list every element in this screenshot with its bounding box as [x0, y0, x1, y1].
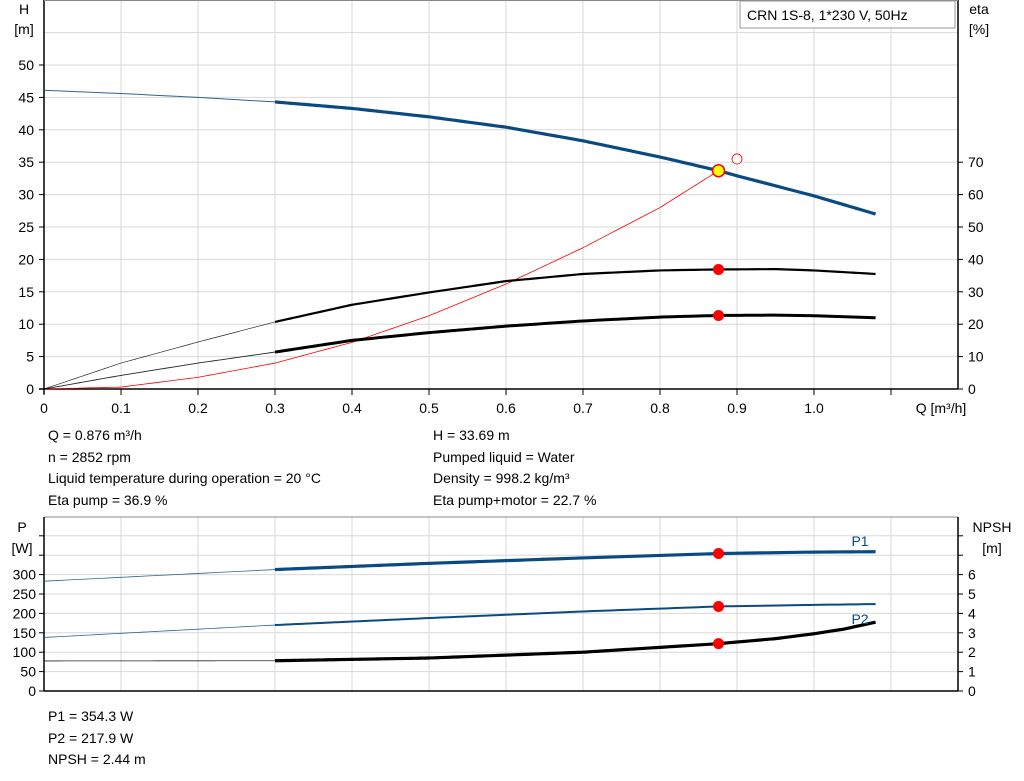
y-axis-unit-left: [W]: [12, 540, 33, 556]
x-tick-label: 0.1: [111, 400, 131, 416]
y-tick-label-left: 35: [18, 154, 34, 170]
x-tick-label: 0.4: [342, 400, 362, 416]
y-tick-label-right: 4: [968, 605, 976, 621]
y-axis-label-left: H: [19, 1, 29, 17]
y-tick-label-left: 200: [13, 605, 37, 621]
info-q: Q = 0.876 m³/h: [48, 427, 142, 443]
head-efficiency-chart: 0 5 10 15 20 25 30 35 40 45 50 0 10 20 30 40 50 60 70 0 0.1 0…: [14, 0, 989, 416]
info-liquid: Pumped liquid = Water: [433, 448, 575, 465]
marker-eta-pump: [713, 263, 725, 275]
curve-eta_pump_motor-extrapolated: [43, 351, 276, 390]
y-tick-label-left: 50: [18, 57, 34, 73]
y-tick-label-left: 0: [28, 683, 36, 699]
x-tick-label: 0.6: [496, 400, 516, 416]
x-tick-label: 0.3: [265, 400, 285, 416]
y-tick-label-left: 45: [18, 89, 34, 105]
y-tick-label-right: 0: [968, 683, 976, 699]
x-tick-label: 0.8: [650, 400, 670, 416]
x-tick-label: 0.5: [419, 400, 439, 416]
y-tick-label-right: 50: [968, 219, 984, 235]
marker-eta-pump-motor: [713, 309, 725, 321]
info-eta-pump-motor: Eta pump+motor = 22.7 %: [433, 492, 597, 509]
info-top-right: H = 33.69 m Pumped liquid = Water Densit…: [433, 425, 596, 512]
info-bottom: P1 = 354.3 W P2 = 217.9 W NPSH = 2.44 m: [48, 706, 146, 771]
marker-p2: [713, 600, 725, 612]
y-tick-label-right: 6: [968, 567, 976, 583]
curve-P2-extrapolated: [43, 624, 276, 638]
series-label-p1: P1: [851, 533, 868, 549]
curve-H: [274, 100, 877, 216]
curve-eta_pump_motor: [274, 313, 876, 354]
curve-eta_pump-extrapolated: [43, 321, 276, 390]
y-tick-label-left: 50: [20, 664, 36, 680]
marker-npsh: [713, 638, 725, 650]
x-tick-label: 1.0: [804, 400, 824, 416]
legend-box: CRN 1S-8, 1*230 V, 50Hz: [739, 0, 956, 29]
y-tick-label-right: 2: [968, 644, 976, 660]
y-tick-label-left: 5: [26, 349, 34, 365]
x-tick-label: 0: [40, 400, 48, 416]
curve-H-extrapolated: [43, 89, 276, 103]
y-tick-label-left: 0: [26, 381, 34, 397]
y-tick-label-left: 250: [13, 586, 37, 602]
info-eta-pump: Eta pump = 36.9 %: [48, 492, 168, 509]
power-npsh-chart: 0 50 100 150 200 250 300 0 1 2 3 4 5 6 P [W] NPSH [m] P1 P2: [12, 516, 1012, 699]
y-tick-label-left: 300: [13, 567, 37, 583]
y-axis-unit-right: [m]: [982, 540, 1001, 556]
y-axis-unit-left: [m]: [14, 21, 33, 37]
y-tick-label-left: 30: [18, 187, 34, 203]
curve-P1: [274, 550, 876, 572]
duty-point-marker: [711, 163, 726, 178]
y-tick-label-left: 20: [18, 251, 34, 267]
info-p1: P1 = 354.3 W: [48, 708, 134, 724]
info-density: Density = 998.2 kg/m³: [433, 470, 570, 487]
y-axis-label-right: eta: [969, 1, 989, 17]
y-tick-label-right: 3: [968, 625, 976, 641]
marker-p1: [713, 548, 725, 560]
curve-P1-extrapolated: [43, 569, 276, 582]
x-tick-label: 0.2: [188, 400, 208, 416]
y-tick-label-right: 60: [968, 187, 984, 203]
info-n: n = 2852 rpm: [48, 448, 131, 465]
y-tick-label-left: 40: [18, 122, 34, 138]
x-tick-label: 0.7: [573, 400, 593, 416]
y-tick-label-right: 10: [968, 349, 984, 365]
y-tick-label-left: 100: [13, 644, 37, 660]
y-axis-label-left: P: [17, 519, 26, 535]
y-tick-label-right: 70: [968, 154, 984, 170]
y-tick-label-left: 15: [18, 284, 34, 300]
info-temp: Liquid temperature during operation = 20…: [48, 470, 321, 487]
y-tick-label-right: 5: [968, 586, 976, 602]
series-label-p2: P2: [851, 611, 868, 627]
y-tick-label-right: 0: [968, 381, 976, 397]
y-tick-label-right: 40: [968, 251, 984, 267]
info-h: H = 33.69 m: [433, 427, 510, 443]
y-tick-label-left: 10: [18, 316, 34, 332]
info-top-left: Q = 0.876 m³/h n = 2852 rpm Liquid tempe…: [48, 425, 321, 512]
y-axis-label-right: NPSH: [973, 519, 1012, 535]
info-p2: P2 = 217.9 W: [48, 729, 134, 746]
y-axis-unit-right: [%]: [969, 21, 989, 37]
y-tick-label-right: 1: [968, 664, 976, 680]
y-tick-label-left: 25: [18, 219, 34, 235]
curve-P2: [274, 603, 876, 627]
curve-eta_pump: [274, 268, 876, 324]
y-tick-label-right: 30: [968, 284, 984, 300]
curve-NPSH: [274, 620, 876, 663]
x-axis-label: Q [m³/h]: [916, 400, 967, 416]
x-tick-label: 0.9: [727, 400, 747, 416]
y-tick-label-right: 20: [968, 316, 984, 332]
open-marker: [731, 153, 743, 165]
curve-system_curve: [43, 173, 715, 390]
legend-text: CRN 1S-8, 1*230 V, 50Hz: [747, 7, 908, 23]
y-tick-label-left: 150: [13, 625, 37, 641]
info-npsh: NPSH = 2.44 m: [48, 751, 146, 768]
